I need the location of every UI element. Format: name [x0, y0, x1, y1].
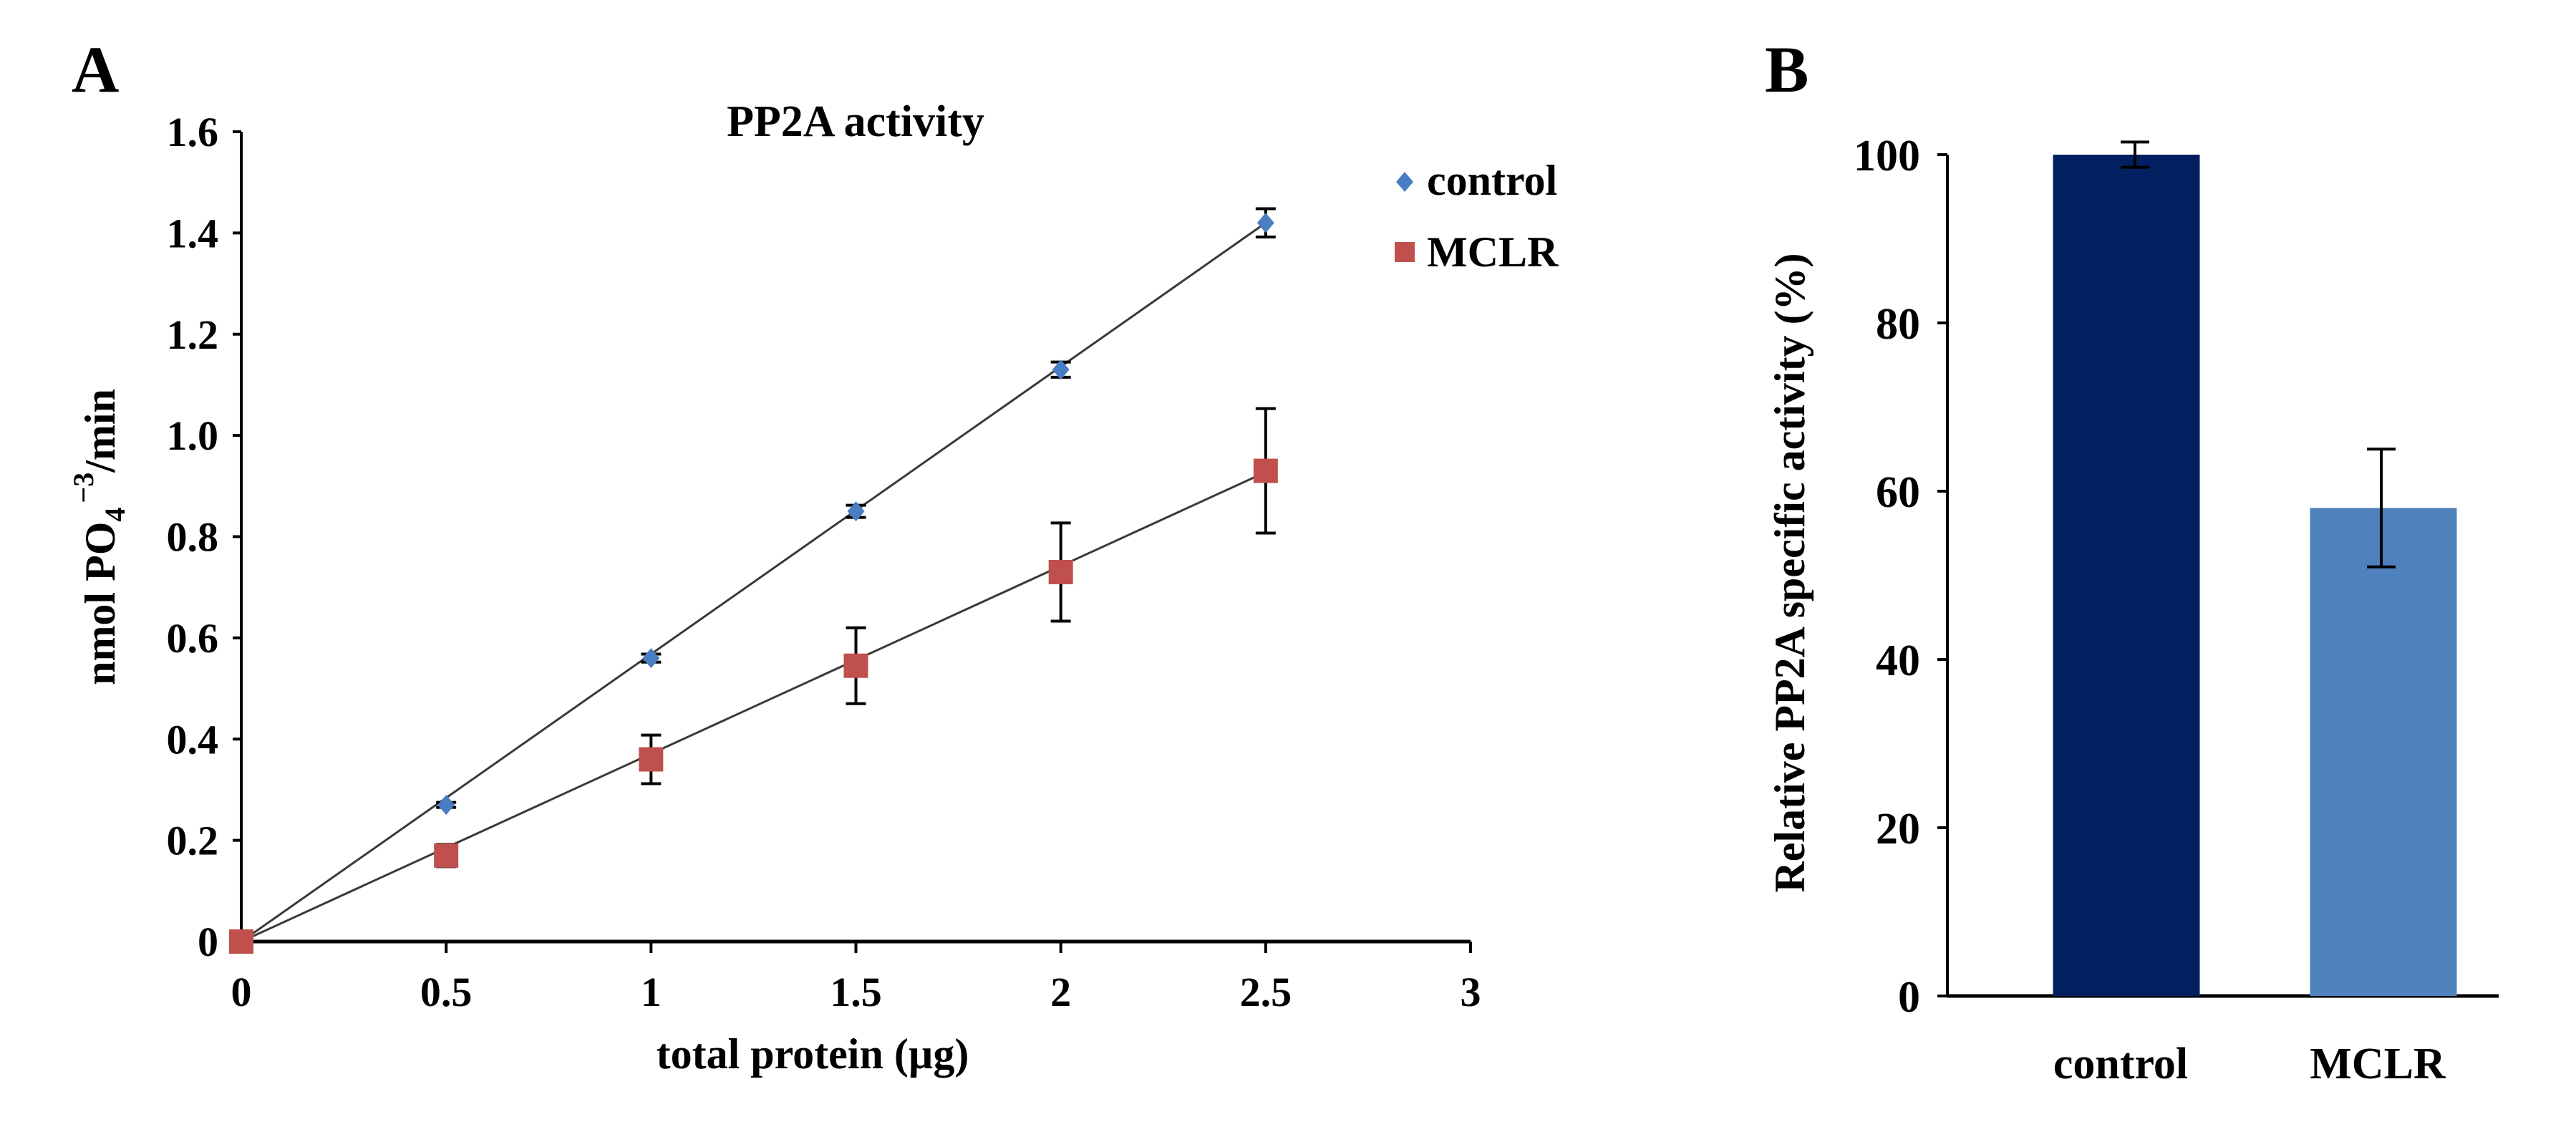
x-tick-label: 1.5 [830, 969, 882, 1015]
y-tick-label: 1.0 [167, 412, 219, 459]
legend-label-control: control [1427, 157, 1557, 204]
panel-label-a: A [72, 33, 119, 106]
legend-marker-mclr [1395, 242, 1415, 262]
x-tick-label: 0 [231, 969, 252, 1015]
y-axis-label-tail: /min [77, 389, 124, 473]
y-tick-label: 60 [1876, 468, 1920, 517]
y-tick-label: 0.4 [167, 716, 219, 763]
axes-a: 0 0.5 1 1.5 2 2.5 3 0 0.2 0.4 0.6 0.8 1.0 1.2 1.4 1.6 [167, 109, 1481, 1015]
panel-label-b: B [1765, 33, 1808, 106]
y-tick-label: 100 [1854, 132, 1920, 180]
data-point-mclr [639, 747, 664, 772]
legend-label-mclr: MCLR [1427, 228, 1559, 276]
y-tick-label: 0.8 [167, 514, 219, 561]
chart-title: PP2A activity [727, 97, 984, 146]
y-tick-label: 80 [1876, 300, 1920, 349]
x-tick-label: 2.5 [1240, 969, 1292, 1015]
y-tick-label: 0 [1898, 973, 1920, 1022]
data-point-mclr [434, 843, 459, 868]
x-tick-label: 1 [641, 969, 662, 1015]
bar-control [2053, 155, 2200, 996]
x-tick-label: control [2053, 1040, 2188, 1088]
y-tick-label: 0.2 [167, 818, 219, 864]
y-axis-label-main: nmol PO [77, 522, 124, 685]
plot-area-b [2053, 140, 2457, 996]
data-point-control [1256, 213, 1274, 233]
y-axis-label-sup: −3 [67, 473, 100, 503]
data-point-control [847, 501, 865, 522]
x-axis-label: total protein (µg) [657, 1030, 969, 1078]
data-point-control [1052, 359, 1070, 380]
data-point-mclr [1253, 458, 1278, 483]
trendline-control [241, 222, 1267, 943]
trendline-mclr [241, 471, 1267, 943]
legend-marker-control [1396, 172, 1413, 192]
y-tick-label: 40 [1876, 637, 1920, 685]
y-tick-label: 1.2 [167, 311, 219, 358]
plot-area-a [229, 207, 1278, 954]
panel-b: B Relative PP2A specific activity (%) co… [1765, 33, 2499, 1088]
legend: control MCLR [1395, 157, 1559, 276]
panel-a: A PP2A activity total protein (µg) nmol … [67, 33, 1559, 1078]
y-tick-label: 0.6 [167, 615, 219, 662]
y-axis-label-b: Relative PP2A specific activity (%) [1766, 253, 1814, 892]
x-tick-label: 2 [1050, 969, 1071, 1015]
data-point-mclr [229, 929, 253, 954]
data-point-mclr [1048, 559, 1073, 584]
x-tick-label: MCLR [2310, 1040, 2446, 1088]
bar-mclr [2310, 508, 2457, 996]
y-axis-label-sub: 4 [99, 508, 131, 522]
y-tick-label: 20 [1876, 805, 1920, 853]
data-point-control [437, 795, 455, 816]
x-tick-label: 3 [1461, 969, 1481, 1015]
axes-b: control MCLR 0 20 40 60 80 100 [1854, 132, 2499, 1088]
y-tick-label: 0 [198, 919, 218, 965]
data-point-control [642, 648, 660, 669]
y-tick-label: 1.6 [167, 109, 219, 155]
data-point-mclr [843, 653, 868, 678]
y-tick-label: 1.4 [167, 210, 219, 256]
x-tick-label: 0.5 [420, 969, 473, 1015]
y-axis-label: nmol PO4 −3/min [67, 389, 131, 685]
